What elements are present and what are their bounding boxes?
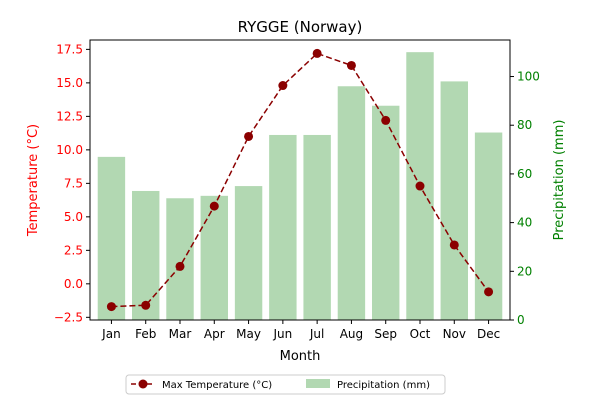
precipitation-bar [200, 195, 228, 320]
right-tick-label: 0 [517, 313, 525, 327]
precipitation-bar [372, 105, 400, 320]
temperature-point [415, 181, 425, 191]
right-axis-ticks: 0 20 40 60 80 100 [510, 70, 540, 327]
plot-frame [89, 39, 511, 321]
x-tick-label: Jul [309, 327, 324, 341]
precipitation-bar [97, 156, 126, 320]
left-axis-ticks: −2.5 0.0 2.5 5.0 7.5 10.0 12.5 15.0 17.5 [54, 42, 90, 324]
x-tick-label: Mar [169, 327, 192, 341]
x-tick-label: Aug [340, 327, 363, 341]
right-tick-label: 100 [517, 70, 540, 84]
legend: Max Temperature (°C) Precipitation (mm) [125, 374, 446, 395]
left-tick-label: 5.0 [64, 210, 83, 224]
precipitation-bar [132, 190, 160, 320]
left-tick-label: 10.0 [56, 143, 83, 157]
x-tick-label: Feb [135, 327, 156, 341]
temperature-point [312, 48, 322, 58]
temperature-point [449, 240, 459, 250]
precipitation-bars [97, 52, 503, 321]
legend-label-temperature: Max Temperature (°C) [162, 380, 272, 391]
legend-dot-marker [138, 379, 148, 389]
legend-bar-swatch [306, 379, 330, 388]
right-axis-label: Precipitation (mm) [552, 120, 567, 241]
x-tick-label: May [236, 327, 261, 341]
left-tick-label: 0.0 [64, 277, 83, 291]
right-tick-label: 60 [517, 167, 532, 181]
precipitation-bar [440, 81, 468, 321]
x-tick-label: Jun [272, 327, 292, 341]
x-tick-label: Sep [374, 327, 397, 341]
precipitation-bar [234, 186, 263, 320]
legend-box [125, 374, 446, 395]
temperature-point [381, 115, 391, 125]
temperature-point [484, 287, 494, 297]
temperature-line [106, 48, 494, 312]
temperature-point [244, 131, 254, 141]
right-tick-label: 40 [517, 216, 532, 230]
precipitation-bar [269, 134, 297, 320]
temperature-point [106, 302, 116, 312]
right-tick-label: 20 [517, 264, 532, 278]
left-tick-label: 2.5 [64, 243, 83, 257]
temperature-point [175, 261, 185, 271]
temperature-point [209, 201, 219, 211]
temperature-point [346, 60, 356, 70]
left-axis-label: Temperature (°C) [26, 124, 41, 237]
x-axis-ticks: Jan Feb Mar Apr May Jun Jul Aug Sep Oct Nov Dec [101, 320, 500, 341]
x-tick-label: Dec [477, 327, 500, 341]
left-tick-label: 15.0 [56, 76, 83, 90]
x-tick-label: Jan [101, 327, 121, 341]
precipitation-bar [337, 86, 366, 321]
x-tick-label: Apr [204, 327, 225, 341]
chart-title: RYGGE (Norway) [238, 18, 363, 36]
x-tick-label: Oct [410, 327, 431, 341]
left-tick-label: −2.5 [54, 310, 83, 324]
right-tick-label: 80 [517, 118, 532, 132]
left-tick-label: 17.5 [56, 42, 83, 56]
left-tick-label: 7.5 [64, 176, 83, 190]
precipitation-bar [303, 134, 331, 320]
x-axis-label: Month [280, 349, 321, 364]
temperature-series-line [111, 52, 490, 308]
legend-label-precipitation: Precipitation (mm) [337, 380, 430, 391]
left-tick-label: 12.5 [56, 109, 83, 123]
x-tick-label: Nov [443, 327, 466, 341]
temperature-point [278, 81, 288, 91]
temperature-point [141, 300, 151, 310]
precipitation-bar [166, 198, 194, 320]
